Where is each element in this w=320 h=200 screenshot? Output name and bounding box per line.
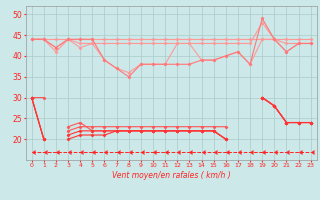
X-axis label: Vent moyen/en rafales ( km/h ): Vent moyen/en rafales ( km/h ) — [112, 171, 231, 180]
